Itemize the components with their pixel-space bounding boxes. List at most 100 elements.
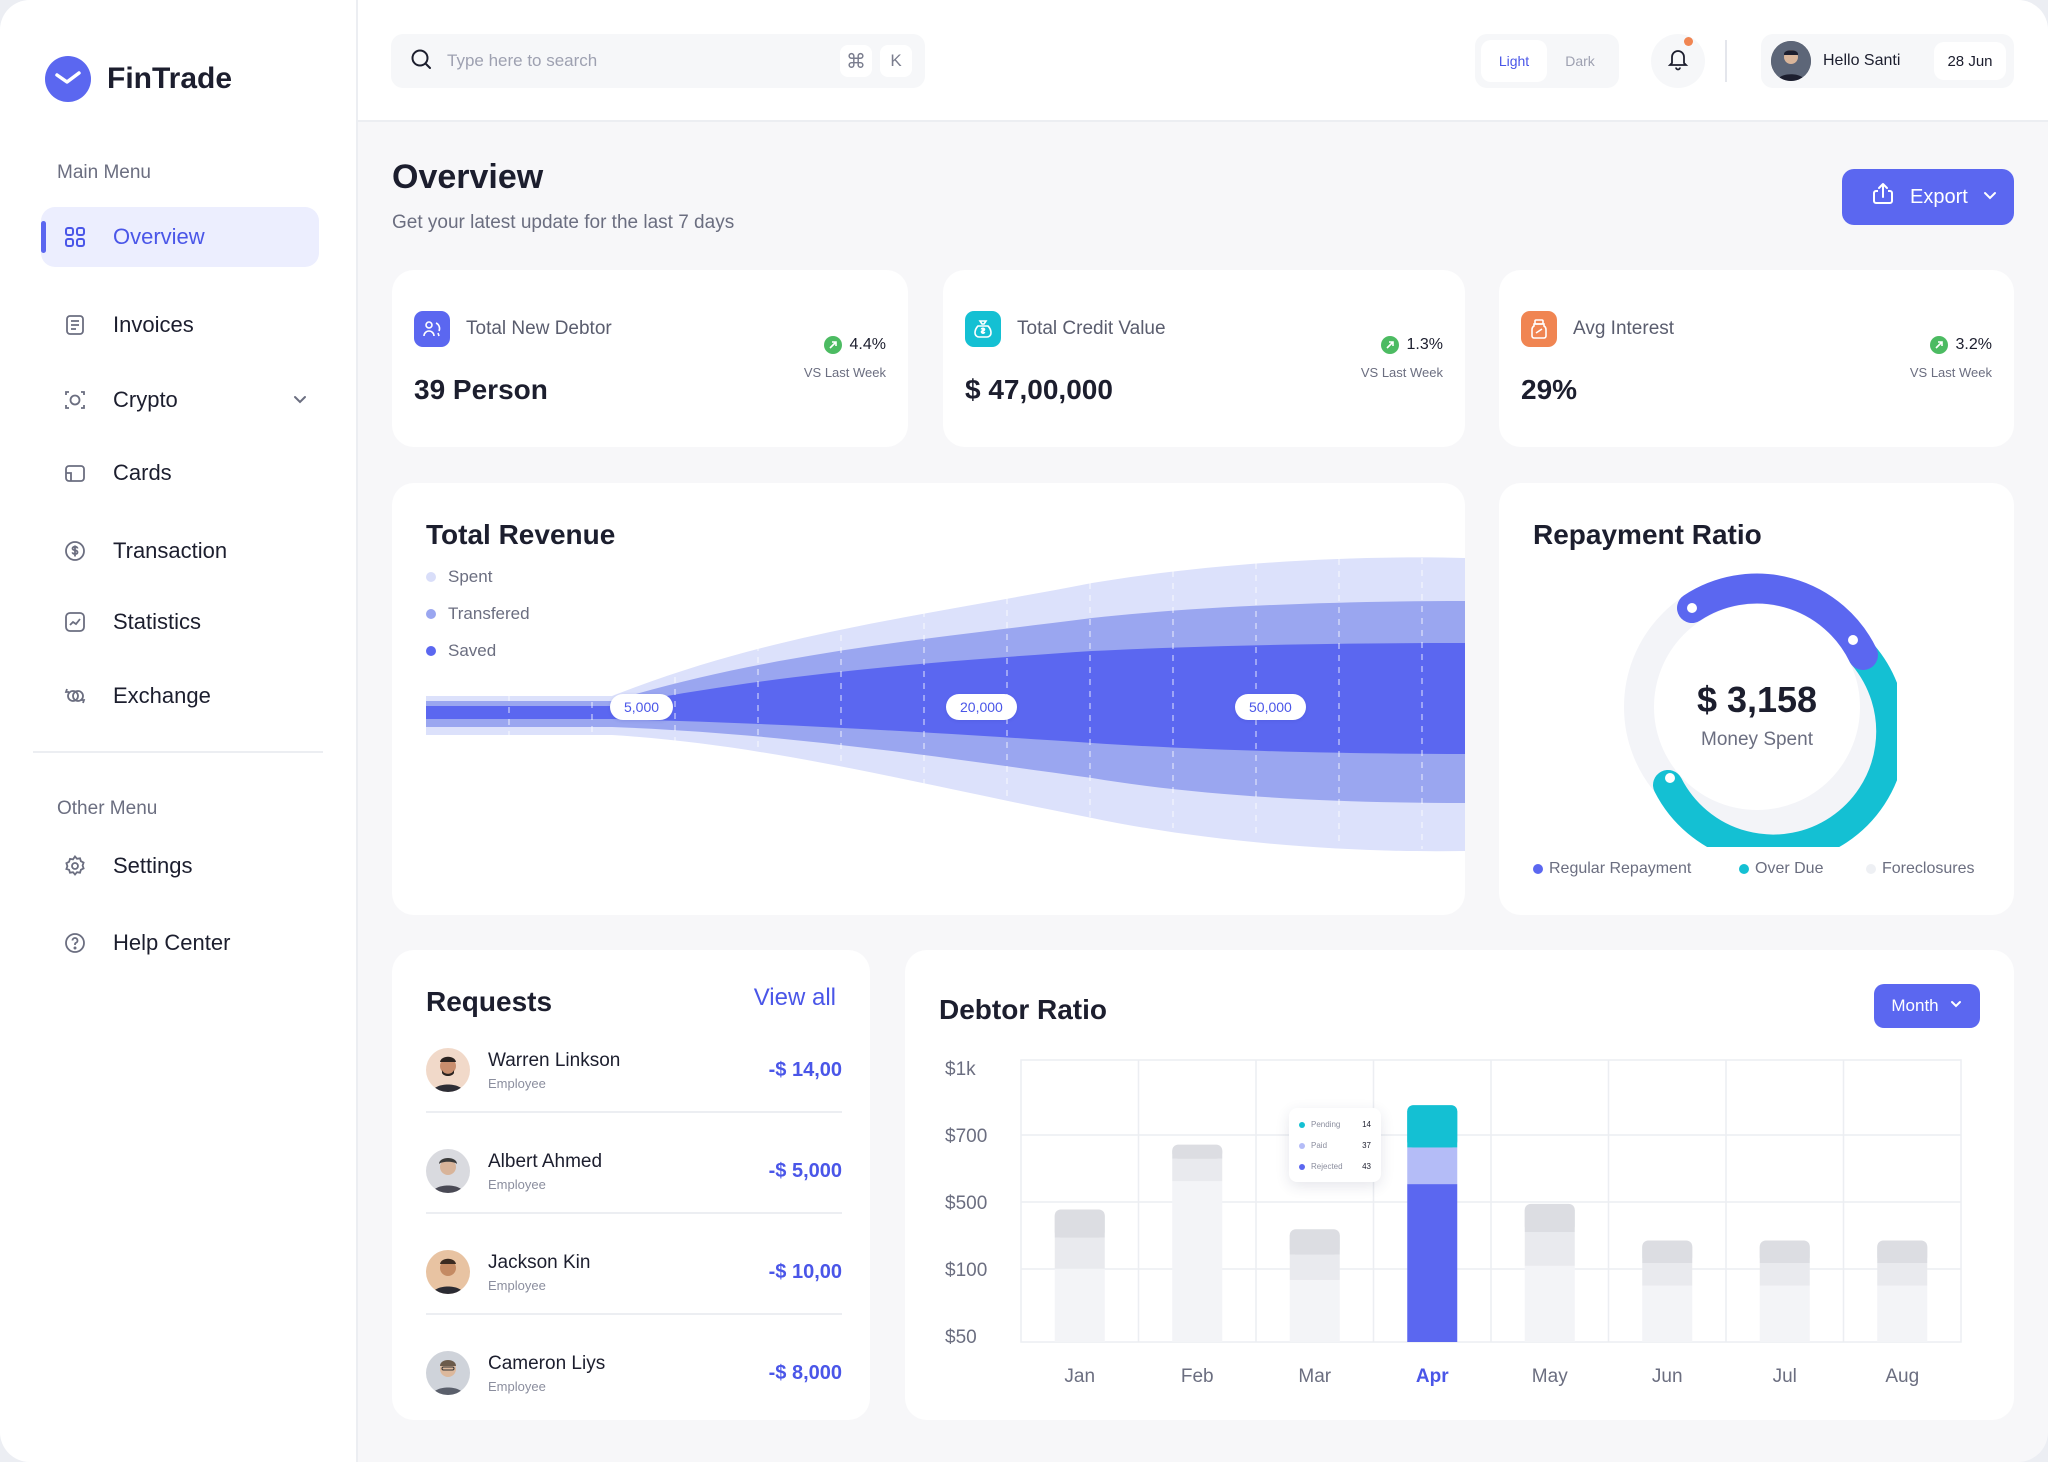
bar-segment-fill bbox=[1759, 1246, 1810, 1264]
sidebar-item-settings[interactable]: Settings bbox=[41, 836, 319, 896]
revenue-marker: 50,000 bbox=[1235, 694, 1306, 720]
bar-segment-rejected-feb bbox=[1172, 1181, 1223, 1342]
sidebar-item-transaction[interactable]: Transaction bbox=[41, 521, 319, 581]
request-name: Warren Linkson bbox=[488, 1049, 621, 1071]
y-tick-label: $100 bbox=[945, 1260, 987, 1281]
request-info: Warren Linkson Employee bbox=[488, 1050, 620, 1091]
brand-name: FinTrade bbox=[107, 62, 233, 95]
bar-segment-paid-jul bbox=[1759, 1263, 1810, 1286]
sidebar-item-label: Exchange bbox=[113, 683, 211, 708]
x-tick-label: Jan bbox=[1064, 1366, 1095, 1387]
legend-spent: Spent bbox=[426, 567, 492, 587]
request-info: Cameron Liys Employee bbox=[488, 1353, 605, 1394]
request-info: Jackson Kin Employee bbox=[488, 1252, 590, 1293]
stat-label: Avg Interest bbox=[1573, 318, 1675, 339]
debtor-bar-chart: $1k $700 $500 $100 $50 Jan Feb Mar Apr May Jun Jul A… bbox=[945, 1059, 1962, 1387]
legend-dot bbox=[1739, 864, 1749, 874]
donut-knob bbox=[1665, 773, 1675, 783]
export-button[interactable]: Export bbox=[1842, 169, 2014, 225]
stat-trend-value: 4.4% bbox=[849, 336, 886, 353]
stat-trend-note: VS Last Week bbox=[803, 365, 886, 380]
other-menu-heading: Other Menu bbox=[57, 798, 158, 819]
total-revenue-card: Total Revenue Spent Transfered Saved bbox=[392, 483, 1465, 915]
y-tick-label: $700 bbox=[945, 1126, 987, 1147]
main-menu-heading: Main Menu bbox=[57, 162, 151, 183]
bar-segment-fill bbox=[1054, 1215, 1105, 1238]
legend-dot bbox=[1866, 864, 1876, 874]
trend-up-icon bbox=[1929, 336, 1948, 354]
row-divider bbox=[426, 1212, 842, 1214]
shortcut-key-k: K bbox=[880, 45, 912, 77]
notification-button[interactable] bbox=[1651, 34, 1705, 88]
stat-card-new-debtor: Total New Debtor 39 Person 4.4% VS Last … bbox=[392, 270, 908, 447]
sidebar-item-invoices[interactable]: Invoices bbox=[41, 295, 319, 355]
notification-dot bbox=[1684, 37, 1693, 46]
sidebar-item-label: Transaction bbox=[113, 538, 228, 563]
sidebar-item-label: Crypto bbox=[113, 387, 178, 412]
sidebar-item-exchange[interactable]: Exchange bbox=[41, 666, 319, 726]
y-tick-label: $50 bbox=[945, 1327, 977, 1348]
search-bar[interactable]: ⌘ K bbox=[391, 34, 925, 88]
page-title: Overview bbox=[392, 158, 544, 196]
stat-label: Total Credit Value bbox=[1017, 318, 1166, 339]
grid-icon bbox=[61, 223, 89, 251]
sidebar-item-help-center[interactable]: Help Center bbox=[41, 913, 319, 973]
interest-jar-icon bbox=[1521, 311, 1557, 347]
user-menu[interactable]: Hello Santi 28 Jun bbox=[1761, 34, 2014, 88]
tooltip-row: Paid 37 bbox=[1299, 1135, 1371, 1156]
chevron-down-icon bbox=[1982, 186, 1998, 209]
sidebar-item-cards[interactable]: Cards bbox=[41, 443, 319, 503]
chart-tooltip: Pending 14 Paid 37 Rejected 43 bbox=[1289, 1108, 1381, 1182]
requests-card: Requests View all Warren Linkson Employe… bbox=[392, 950, 870, 1420]
request-row[interactable]: Jackson Kin Employee -$ 10,00 bbox=[426, 1222, 842, 1322]
money-bag-icon bbox=[965, 311, 1001, 347]
tooltip-label: Rejected bbox=[1311, 1162, 1343, 1171]
theme-dark-button[interactable]: Dark bbox=[1565, 53, 1595, 69]
date-chip: 28 Jun bbox=[1934, 42, 2006, 80]
request-amount: -$ 5,000 bbox=[768, 1159, 842, 1182]
request-name: Albert Ahmed bbox=[488, 1150, 603, 1172]
stat-trend-note: VS Last Week bbox=[1360, 365, 1443, 380]
page-subtitle: Get your latest update for the last 7 da… bbox=[392, 212, 735, 233]
bar-segment-fill bbox=[1172, 1150, 1223, 1159]
brand[interactable]: FinTrade bbox=[45, 56, 232, 102]
revenue-funnel-chart bbox=[426, 557, 1465, 852]
chevron-down-icon bbox=[1949, 996, 1963, 1016]
theme-toggle: Light Dark bbox=[1475, 34, 1619, 88]
view-all-link[interactable]: View all bbox=[753, 984, 836, 1011]
sidebar-item-overview[interactable]: Overview bbox=[41, 207, 319, 267]
bar-segment-rejected-jul bbox=[1759, 1285, 1810, 1342]
revenue-marker: 5,000 bbox=[610, 694, 674, 720]
search-input[interactable] bbox=[447, 51, 827, 71]
legend-transfered: Transfered bbox=[426, 604, 530, 624]
month-label: Month bbox=[1891, 996, 1939, 1015]
x-tick-label: Mar bbox=[1298, 1366, 1331, 1387]
bar-segment-paid-aug bbox=[1877, 1263, 1928, 1286]
sidebar-item-crypto[interactable]: Crypto bbox=[41, 370, 319, 430]
request-role: Employee bbox=[488, 1277, 546, 1293]
x-tick-label: Jun bbox=[1652, 1366, 1683, 1387]
chevron-down-icon[interactable] bbox=[291, 390, 309, 413]
month-dropdown[interactable]: Month bbox=[1874, 984, 1980, 1028]
request-row[interactable]: Albert Ahmed Employee -$ 5,000 bbox=[426, 1121, 842, 1221]
avatar bbox=[426, 1250, 470, 1294]
sidebar-item-statistics[interactable]: Statistics bbox=[41, 592, 319, 652]
debtor-title: Debtor Ratio bbox=[939, 994, 1107, 1025]
search-icon bbox=[409, 47, 433, 76]
debtor-ratio-card: Debtor Ratio Month $1k $700 $500 $100 $50 Jan… bbox=[905, 950, 2014, 1420]
stat-trend-note: VS Last Week bbox=[1909, 365, 1992, 380]
request-row[interactable]: Warren Linkson Employee -$ 14,00 bbox=[426, 1020, 842, 1120]
legend-dot bbox=[426, 609, 436, 619]
tooltip-dot bbox=[1299, 1121, 1305, 1128]
bell-icon bbox=[1666, 46, 1690, 77]
stat-value: 39 Person bbox=[414, 374, 548, 405]
bar-segment-paid-feb bbox=[1172, 1158, 1223, 1182]
request-role: Employee bbox=[488, 1378, 546, 1394]
theme-light-button[interactable]: Light bbox=[1481, 40, 1547, 82]
bar-segment-fill bbox=[1524, 1209, 1575, 1233]
request-name: Cameron Liys bbox=[488, 1352, 606, 1374]
request-row[interactable]: Cameron Liys Employee -$ 8,000 bbox=[426, 1323, 842, 1423]
repayment-ratio-card: Repayment Ratio $ 3,158 Money Spent Regu… bbox=[1499, 483, 2014, 915]
requests-title: Requests bbox=[426, 986, 553, 1017]
stat-trend: 4.4% bbox=[823, 336, 886, 354]
